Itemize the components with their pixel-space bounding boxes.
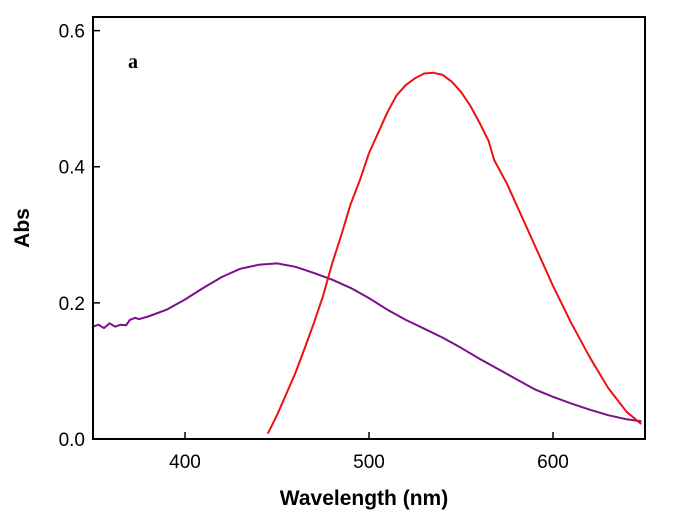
y-tick-label: 0.2 [59,294,85,315]
axis-ticks: 400 500 600 0.0 0.2 0.4 0.6 [59,22,569,473]
plot-lines [92,71,642,435]
y-tick-label: 0.4 [59,158,86,179]
y-axis-label: Abs [11,208,34,248]
y-tick-label: 0.0 [59,430,85,451]
x-tick-label: 600 [537,452,569,473]
panel-label: a [128,51,138,73]
series-line-1 [92,262,642,423]
x-tick-label: 500 [353,452,385,473]
x-tick-label: 400 [169,452,201,473]
x-axis-label: Wavelength (nm) [280,487,448,510]
plot-frame [92,16,646,440]
y-tick-label: 0.6 [59,22,85,43]
series-line-2 [266,71,642,435]
